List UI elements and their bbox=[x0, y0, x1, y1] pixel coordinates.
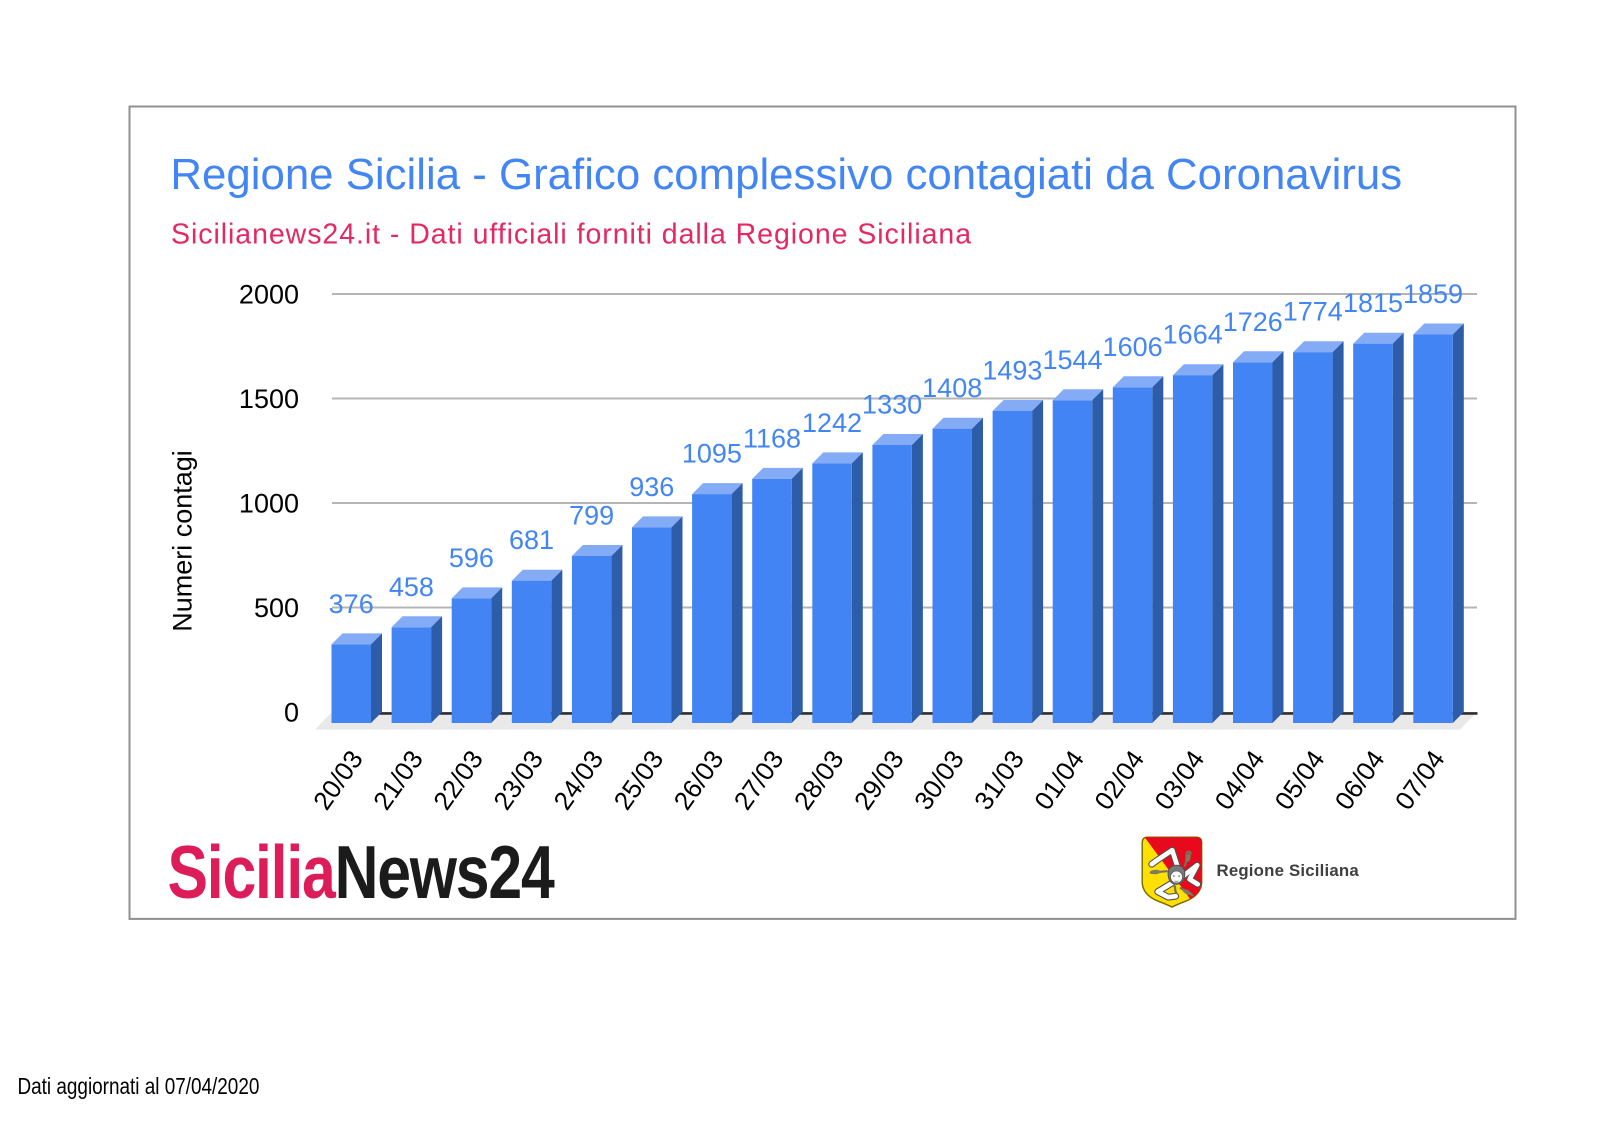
svg-text:SiciliaNews24: SiciliaNews24 bbox=[168, 831, 555, 915]
svg-text:1330: 1330 bbox=[862, 390, 922, 420]
svg-text:Dati aggiornati al 07/04/2020: Dati aggiornati al 07/04/2020 bbox=[18, 1074, 260, 1099]
svg-text:1726: 1726 bbox=[1223, 307, 1283, 337]
svg-text:0: 0 bbox=[284, 698, 299, 728]
svg-text:1774: 1774 bbox=[1283, 297, 1343, 327]
svg-text:1408: 1408 bbox=[922, 373, 982, 403]
svg-text:1242: 1242 bbox=[802, 408, 862, 438]
svg-text:376: 376 bbox=[329, 589, 374, 619]
svg-text:1493: 1493 bbox=[982, 356, 1042, 386]
svg-text:681: 681 bbox=[509, 525, 554, 555]
svg-text:Numeri contagi: Numeri contagi bbox=[168, 450, 198, 632]
svg-text:1606: 1606 bbox=[1103, 332, 1163, 362]
svg-text:936: 936 bbox=[629, 472, 674, 502]
svg-text:2000: 2000 bbox=[239, 280, 299, 310]
svg-text:1168: 1168 bbox=[743, 423, 801, 453]
svg-text:799: 799 bbox=[569, 501, 614, 531]
svg-text:1000: 1000 bbox=[239, 489, 299, 519]
svg-text:458: 458 bbox=[389, 572, 434, 602]
svg-text:1500: 1500 bbox=[239, 384, 299, 414]
svg-text:Regione Siciliana: Regione Siciliana bbox=[1217, 861, 1360, 880]
svg-text:1095: 1095 bbox=[682, 439, 742, 469]
svg-text:1544: 1544 bbox=[1042, 345, 1102, 375]
svg-text:500: 500 bbox=[254, 593, 299, 623]
svg-text:1664: 1664 bbox=[1163, 320, 1223, 350]
svg-text:596: 596 bbox=[449, 543, 494, 573]
svg-text:Sicilianews24.it - Dati uffici: Sicilianews24.it - Dati ufficiali fornit… bbox=[171, 219, 972, 251]
svg-text:1859: 1859 bbox=[1403, 279, 1463, 309]
svg-text:Regione Sicilia - Grafico comp: Regione Sicilia - Grafico complessivo co… bbox=[170, 150, 1402, 199]
svg-text:1815: 1815 bbox=[1343, 288, 1403, 318]
